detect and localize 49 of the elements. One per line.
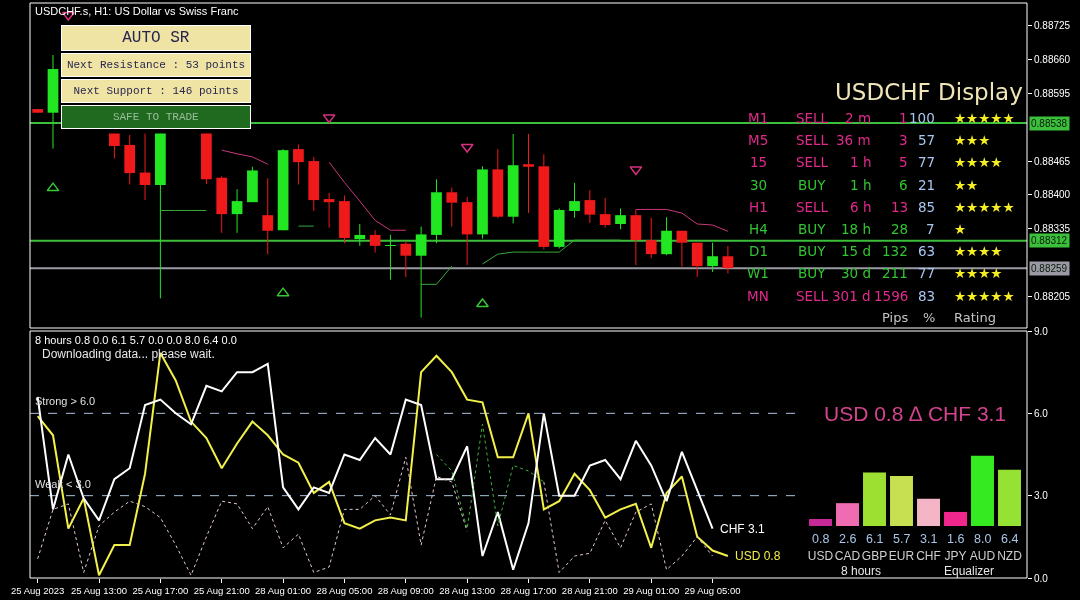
y-tick-label: 0.0	[1034, 572, 1049, 584]
x-tick-label: CHF	[916, 549, 941, 563]
data-label: 1.6	[947, 532, 965, 546]
series-label: USD 0.8	[735, 549, 781, 563]
annotation: Equalizer	[944, 564, 995, 578]
y-tick-label: 0.88205	[1034, 290, 1071, 302]
text: 83	[918, 288, 936, 304]
x-tick-label: 29 Aug 01:00	[623, 585, 680, 597]
y-tick-label: 3.0	[1034, 490, 1049, 502]
text: SELL	[796, 288, 829, 304]
x-tick-label: 25 Aug 17:00	[132, 585, 189, 597]
x-tick-label: CAD	[834, 549, 861, 563]
data-label: 6.1	[866, 532, 884, 546]
chart-title: 8 hours 0.8 0.0 6.1 5.7 0.0 0.0 8.0 6.4 0.0	[35, 334, 237, 346]
annotation: 8 hours	[841, 564, 882, 578]
category-label: Rating	[954, 310, 996, 325]
x-tick-label: 28 Aug 09:00	[377, 585, 434, 597]
x-tick-label: 28 Aug 13:00	[439, 585, 496, 597]
category-label: MN	[747, 288, 769, 304]
text: 1596	[874, 288, 909, 304]
x-tick-label: 28 Aug 05:00	[316, 585, 373, 597]
x-tick-label: 28 Aug 17:00	[500, 585, 557, 597]
category-label: Pips	[882, 310, 909, 325]
x-tick-label: 25 Aug 2023	[10, 585, 65, 597]
data-label: 2.6	[839, 532, 857, 546]
data-label: 5.7	[893, 532, 911, 546]
x-tick-label: GBP	[861, 549, 888, 563]
data-label: 3.1	[920, 532, 938, 546]
annotation: Downloading data... please wait.	[42, 347, 215, 361]
text: 301 d	[832, 288, 871, 304]
category-label: %	[923, 310, 936, 325]
x-tick-label: 29 Aug 05:00	[684, 585, 741, 597]
x-tick-label: USD	[807, 549, 834, 563]
x-tick-label: 28 Aug 21:00	[561, 585, 618, 597]
text: ★★★★★	[954, 288, 1015, 304]
x-tick-label: 25 Aug 13:00	[71, 585, 128, 597]
chart-title: USD 0.8 ∆ CHF 3.1	[824, 402, 1007, 425]
y-tick-label: 6.0	[1034, 407, 1049, 419]
x-tick-label: 25 Aug 21:00	[193, 585, 250, 597]
y-tick-label: 9.0	[1034, 325, 1049, 337]
data-label: 8.0	[974, 532, 992, 546]
x-tick-label: AUD	[969, 549, 996, 563]
data-label: 6.4	[1001, 532, 1019, 546]
series-label: CHF 3.1	[720, 522, 765, 536]
x-tick-label: 28 Aug 01:00	[255, 585, 312, 597]
x-tick-label: JPY	[944, 549, 967, 563]
data-label: 0.8	[812, 532, 830, 546]
x-tick-label: EUR	[888, 549, 915, 563]
x-tick-label: NZD	[997, 549, 1023, 563]
